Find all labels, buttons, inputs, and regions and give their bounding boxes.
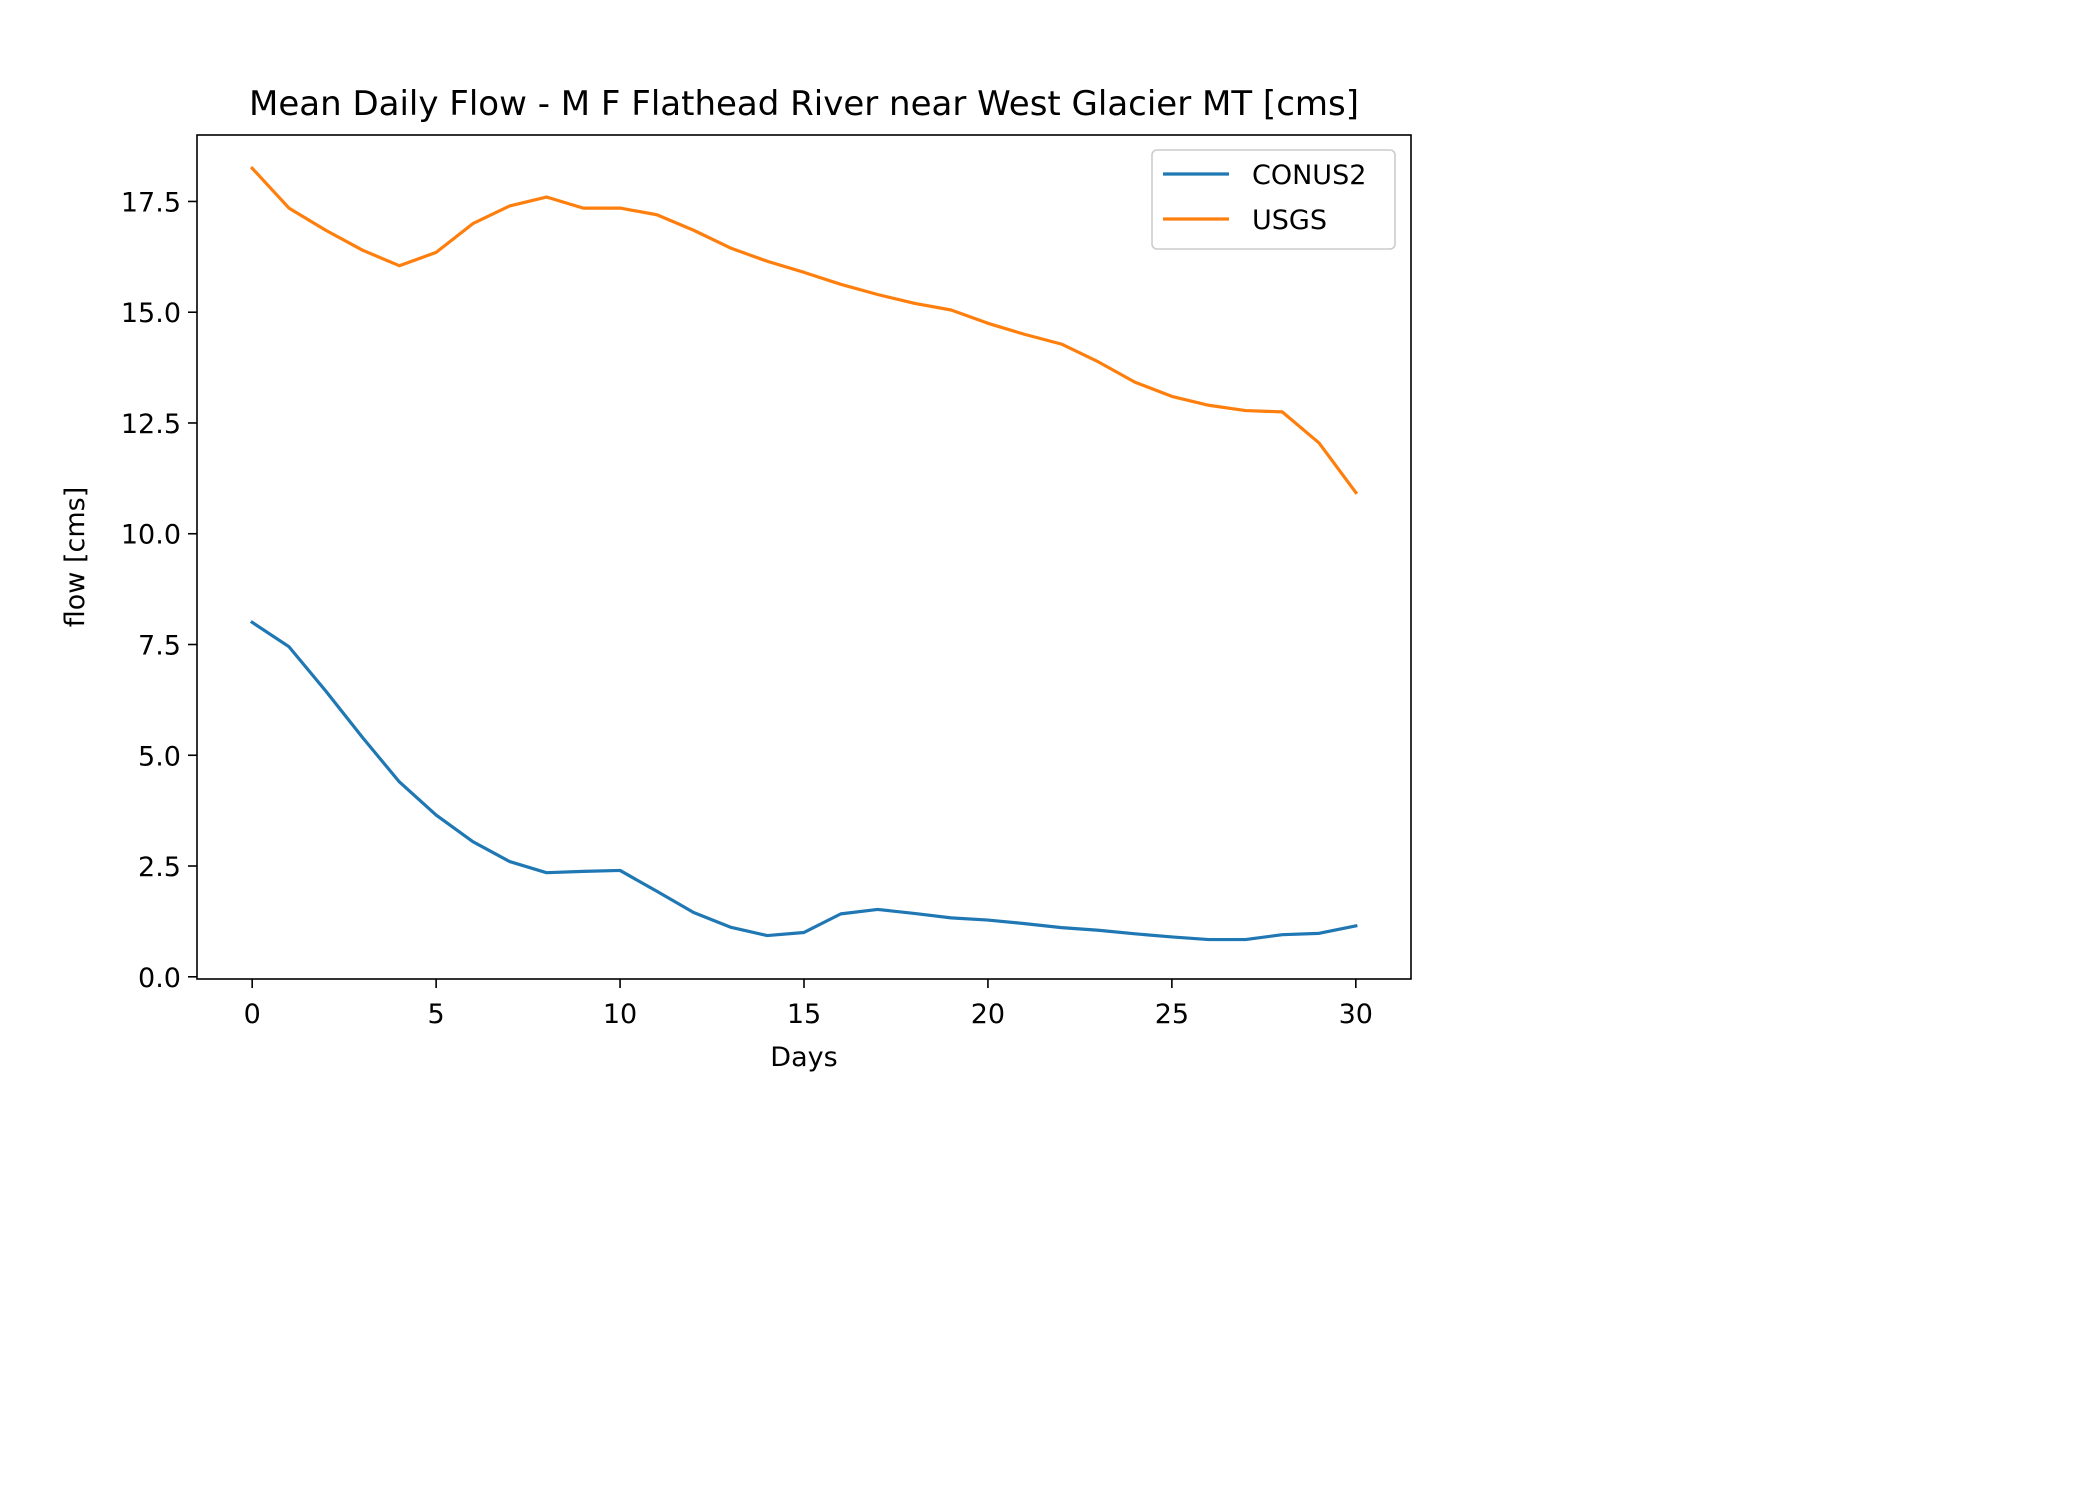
x-axis-label: Days bbox=[770, 1042, 837, 1073]
legend: CONUS2 USGS bbox=[1151, 149, 1396, 250]
y-tick-label: 7.5 bbox=[138, 631, 181, 662]
series-layer bbox=[249, 165, 1359, 942]
y-tick-label: 5.0 bbox=[138, 741, 181, 772]
x-tick-label: 15 bbox=[787, 999, 821, 1030]
y-axis-label: flow [cms] bbox=[60, 487, 91, 627]
y-tick-label: 15.0 bbox=[121, 298, 181, 329]
x-tick-label: 20 bbox=[971, 999, 1005, 1030]
x-tick-label: 0 bbox=[244, 999, 261, 1030]
y-axis: 0.0 2.5 5.0 7.5 10.0 12.5 15.0 17.5 bbox=[121, 187, 197, 994]
chart-container: Mean Daily Flow - M F Flathead River nea… bbox=[60, 84, 1412, 1073]
legend-label-usgs: USGS bbox=[1252, 205, 1327, 236]
y-tick-label: 17.5 bbox=[121, 187, 181, 218]
x-tick-label: 25 bbox=[1155, 999, 1189, 1030]
x-axis: 0 5 10 15 20 25 30 bbox=[244, 979, 1373, 1030]
x-tick-label: 10 bbox=[603, 999, 637, 1030]
y-tick-label: 10.0 bbox=[121, 520, 181, 551]
series-line-conus2 bbox=[249, 620, 1358, 942]
y-tick-label: 2.5 bbox=[138, 852, 181, 883]
x-tick-label: 30 bbox=[1339, 999, 1373, 1030]
x-tick-label: 5 bbox=[428, 999, 445, 1030]
y-tick-label: 12.5 bbox=[121, 409, 181, 440]
chart-title: Mean Daily Flow - M F Flathead River nea… bbox=[249, 84, 1359, 124]
y-tick-label: 0.0 bbox=[138, 963, 181, 994]
series-line-usgs bbox=[249, 165, 1359, 495]
line-chart: Mean Daily Flow - M F Flathead River nea… bbox=[60, 84, 1412, 1073]
legend-label-conus2: CONUS2 bbox=[1252, 160, 1366, 191]
